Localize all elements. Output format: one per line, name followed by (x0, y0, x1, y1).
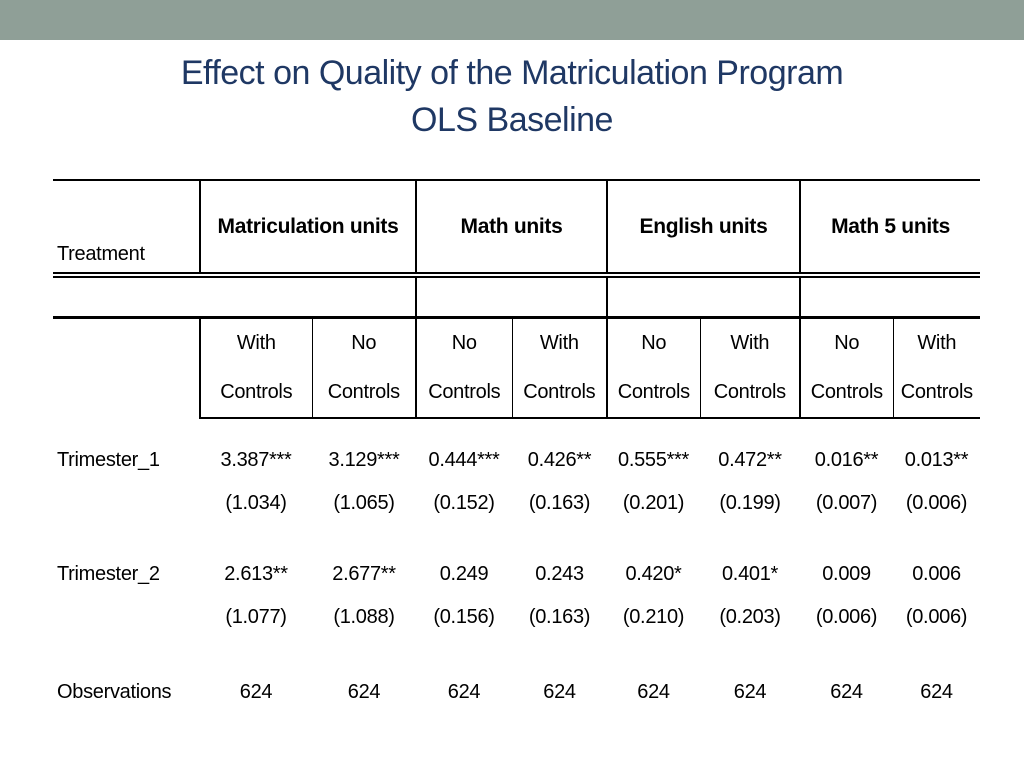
cell-se: (1.077) (225, 606, 287, 628)
empty-cell (606, 275, 801, 318)
empty-cell (53, 275, 416, 318)
group-header-math5-units: Math 5 units (800, 179, 981, 278)
cell-se: (0.203) (719, 606, 781, 628)
cell-value: 624 (239, 681, 273, 703)
cell-value: 0.472** (718, 449, 782, 471)
cell-value: 0.401* (721, 563, 779, 585)
cell-se: (0.006) (815, 606, 878, 628)
cell-value: 0.013** (904, 449, 969, 471)
cell-se: (0.156) (433, 606, 495, 628)
subheader-col3: No Controls (416, 316, 513, 419)
subheader-col2: No Controls (312, 316, 418, 419)
subheader-col8: With Controls (893, 316, 981, 419)
group-header-english-units: English units (607, 179, 802, 278)
trimester2-se-row: (1.077) (1.088) (0.156) (0.163) (0.210) … (53, 596, 980, 639)
cell-se: (0.199) (719, 492, 781, 514)
cell-value: 0.555*** (618, 449, 690, 471)
cell-value: 624 (830, 681, 863, 703)
row-label: Trimester_2 (57, 563, 160, 585)
cell-value: 624 (447, 681, 481, 703)
cell-value: 0.016** (814, 449, 879, 471)
row-label: Observations (57, 681, 172, 703)
treatment-header-cell: Treatment (53, 179, 201, 278)
slide-title: Effect on Quality of the Matriculation P… (0, 50, 1024, 144)
empty-separator-row (53, 275, 981, 318)
regression-table: Treatment Matriculation units Math units… (53, 179, 981, 714)
cell-se: (0.006) (905, 606, 968, 628)
cell-value: 624 (347, 681, 381, 703)
cell-se: (0.210) (622, 606, 685, 628)
cell-se: (0.006) (905, 492, 968, 514)
cell-value: 624 (733, 681, 767, 703)
trimester1-coef-row: Trimester_1 3.387*** 3.129*** 0.444*** 0… (53, 439, 980, 482)
cell-se: (0.163) (528, 606, 591, 628)
cell-value: 0.420* (625, 563, 682, 585)
observations-row: Observations 624 624 624 624 624 624 624… (53, 671, 980, 714)
cell-value: 624 (543, 681, 576, 703)
cell-value: 3.387*** (220, 449, 292, 471)
cell-value: 624 (637, 681, 670, 703)
spacer-row (53, 418, 980, 439)
cell-value: 0.444*** (428, 449, 500, 471)
cell-value: 0.426** (527, 449, 592, 471)
subheader-col6: With Controls (700, 316, 802, 419)
empty-cell (415, 275, 608, 318)
cell-se: (1.034) (225, 492, 287, 514)
group-header-matriculation-units: Matriculation units (200, 179, 418, 278)
subheader-col7: No Controls (800, 316, 894, 419)
cell-se: (0.007) (815, 492, 878, 514)
subheader-col4: With Controls (512, 316, 609, 419)
cell-se: (0.152) (433, 492, 495, 514)
cell-se: (0.163) (528, 492, 591, 514)
spacer-row (53, 525, 980, 553)
subheader-blank-cell (53, 316, 200, 418)
cell-value: 0.009 (822, 563, 871, 585)
cell-se: (1.065) (333, 492, 395, 514)
row-label (53, 482, 200, 525)
slide-accent-bar (0, 0, 1024, 40)
group-header-math-units: Math units (416, 179, 609, 278)
empty-cell (799, 275, 981, 318)
slide-title-line1: Effect on Quality of the Matriculation P… (180, 54, 844, 92)
cell-se: (0.201) (622, 492, 685, 514)
cell-value: 2.677** (332, 563, 396, 585)
spacer-row (53, 639, 980, 671)
regression-table-container: Treatment Matriculation units Math units… (53, 179, 981, 714)
trimester2-coef-row: Trimester_2 2.613** 2.677** 0.249 0.243 … (53, 553, 980, 596)
slide-title-line2: OLS Baseline (411, 101, 613, 139)
subheader-col1: With Controls (199, 316, 313, 419)
cell-value: 0.243 (535, 563, 584, 585)
subheader-col5: No Controls (607, 316, 701, 419)
cell-value: 624 (920, 681, 953, 703)
trimester1-se-row: (1.034) (1.065) (0.152) (0.163) (0.201) … (53, 482, 980, 525)
row-label: Trimester_1 (57, 449, 160, 471)
cell-se: (1.088) (333, 606, 395, 628)
cell-value: 2.613** (224, 563, 288, 585)
cell-value: 3.129*** (328, 449, 400, 471)
row-label (53, 596, 200, 639)
subheader-row: With Controls No Controls No Controls Wi… (53, 316, 981, 419)
cell-value: 0.006 (912, 563, 961, 585)
cell-value: 0.249 (439, 563, 489, 585)
group-header-row: Treatment Matriculation units Math units… (53, 179, 981, 278)
